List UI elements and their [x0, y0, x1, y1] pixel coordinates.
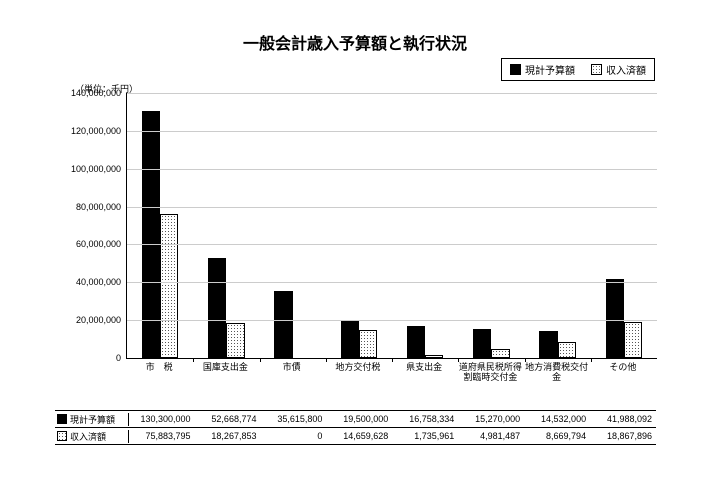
table-row: 収入済額 75,883,79518,267,853014,659,6281,735… — [55, 427, 656, 444]
data-table: 現計予算額 130,300,00052,668,77435,615,80019,5… — [55, 410, 656, 445]
table-cell: 18,867,896 — [590, 431, 656, 441]
bar-budget — [208, 258, 226, 358]
legend-swatch-solid — [510, 64, 521, 75]
y-tick-label: 20,000,000 — [51, 315, 121, 325]
table-cell: 8,669,794 — [524, 431, 590, 441]
legend: 現計予算額 収入済額 — [501, 58, 655, 81]
table-cell: 15,270,000 — [458, 414, 524, 424]
grid-line — [127, 93, 657, 94]
table-cell: 16,758,334 — [392, 414, 458, 424]
y-tick-label: 0 — [51, 353, 121, 363]
table-cell: 52,668,774 — [195, 414, 261, 424]
x-axis-label: 市債 — [259, 363, 325, 373]
table-row-header: 収入済額 — [55, 430, 129, 443]
grid-line — [127, 282, 657, 283]
legend-label-series1: 現計予算額 — [525, 62, 575, 77]
y-tick-label: 60,000,000 — [51, 239, 121, 249]
x-axis-label: 国庫支出金 — [192, 363, 258, 373]
y-tick-label: 120,000,000 — [51, 126, 121, 136]
table-cell: 75,883,795 — [129, 431, 195, 441]
table-cell: 14,659,628 — [326, 431, 392, 441]
table-cell: 19,500,000 — [326, 414, 392, 424]
bar-budget — [407, 326, 425, 358]
bar-income — [359, 330, 377, 358]
table-cell: 35,615,800 — [260, 414, 326, 424]
table-cell: 0 — [260, 431, 326, 441]
y-tick-label: 40,000,000 — [51, 277, 121, 287]
bar-income — [226, 323, 244, 358]
legend-swatch-dotted — [591, 64, 602, 75]
table-cell: 130,300,000 — [129, 414, 195, 424]
grid-line — [127, 169, 657, 170]
x-axis-label: 県支出金 — [391, 363, 457, 373]
table-cell: 41,988,092 — [590, 414, 656, 424]
grid-line — [127, 131, 657, 132]
x-axis-labels: 市 税国庫支出金市債地方交付税県支出金道府県民税所得割臨時交付金地方消費税交付金… — [126, 360, 656, 408]
x-axis-label: 地方消費税交付金 — [524, 363, 590, 383]
bar-budget — [341, 321, 359, 358]
x-axis-label: その他 — [590, 363, 656, 373]
chart-title: 一般会計歳入予算額と執行状況 — [0, 30, 710, 54]
grid-line — [127, 207, 657, 208]
y-tick-label: 80,000,000 — [51, 202, 121, 212]
bar-chart: 020,000,00040,000,00060,000,00080,000,00… — [126, 93, 657, 359]
y-tick-label: 100,000,000 — [51, 164, 121, 174]
bar-income — [491, 349, 509, 358]
bar-income — [624, 322, 642, 358]
bar-income — [425, 355, 443, 358]
bar-income — [558, 342, 576, 358]
y-tick-label: 140,000,000 — [51, 88, 121, 98]
series-name: 現計予算額 — [70, 413, 115, 426]
table-cell: 14,532,000 — [524, 414, 590, 424]
table-cell: 4,981,487 — [458, 431, 524, 441]
x-axis-label: 道府県民税所得割臨時交付金 — [457, 363, 523, 383]
bar-budget — [274, 291, 292, 358]
swatch-solid-icon — [57, 414, 67, 424]
swatch-dotted-icon — [57, 431, 67, 441]
bar-budget — [473, 329, 491, 358]
legend-item-series2: 収入済額 — [591, 62, 646, 77]
bar-income — [160, 214, 178, 358]
legend-label-series2: 収入済額 — [606, 62, 646, 77]
table-row-header: 現計予算額 — [55, 413, 129, 426]
grid-line — [127, 320, 657, 321]
grid-line — [127, 244, 657, 245]
x-axis-label: 地方交付税 — [325, 363, 391, 373]
x-axis-label: 市 税 — [126, 363, 192, 373]
bar-budget — [539, 331, 557, 359]
table-cell: 18,267,853 — [195, 431, 261, 441]
table-row: 現計予算額 130,300,00052,668,77435,615,80019,5… — [55, 411, 656, 427]
table-cell: 1,735,961 — [392, 431, 458, 441]
legend-item-series1: 現計予算額 — [510, 62, 575, 77]
series-name: 収入済額 — [70, 430, 106, 443]
bar-budget — [606, 279, 624, 358]
